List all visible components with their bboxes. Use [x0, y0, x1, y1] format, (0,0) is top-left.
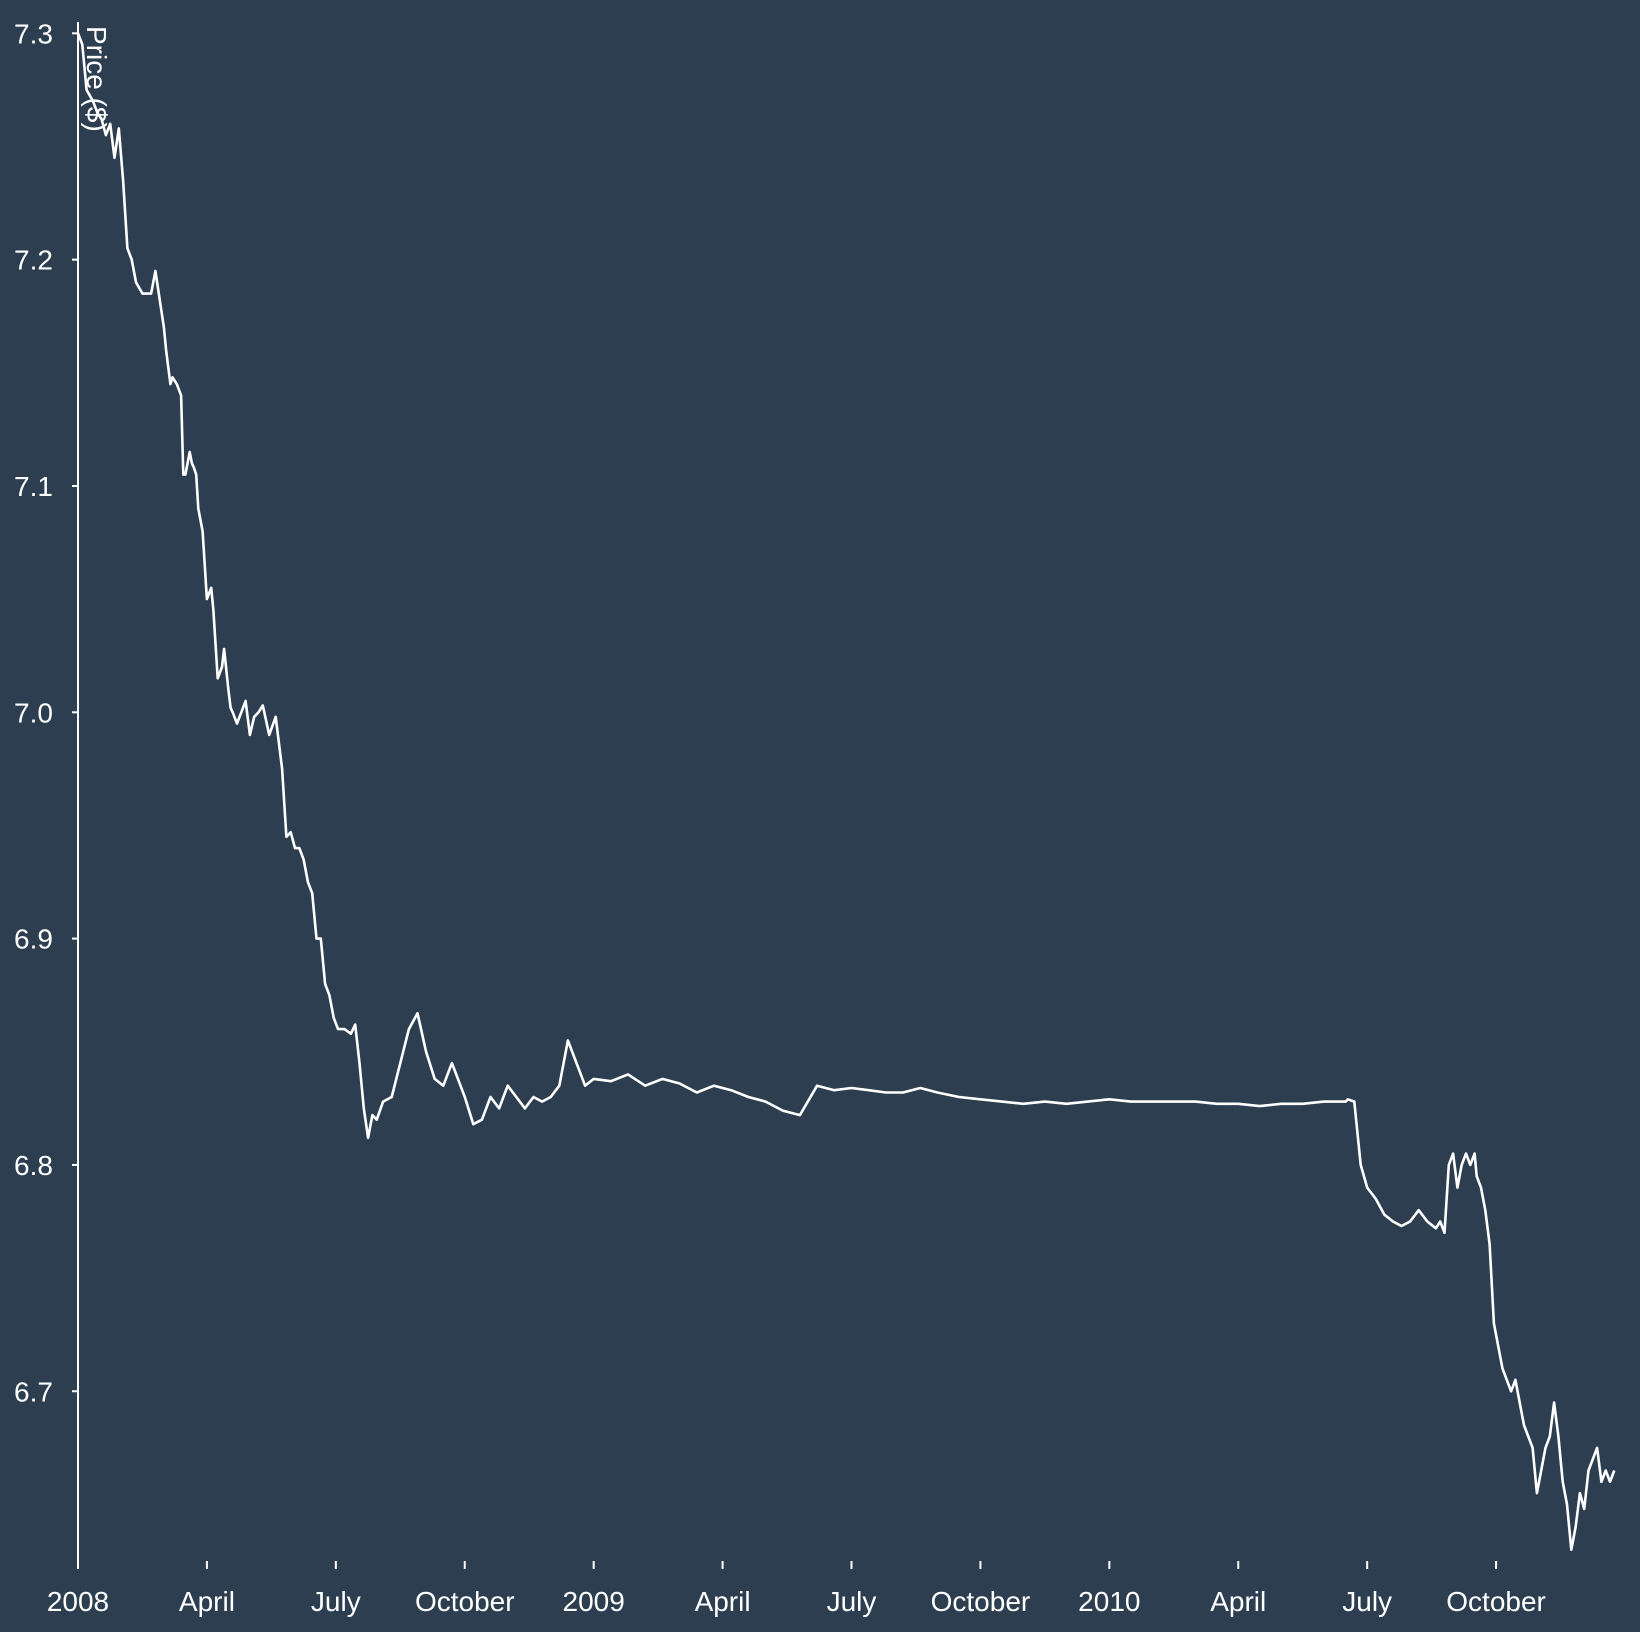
x-tick-label: 2010: [1078, 1586, 1140, 1617]
x-tick-label: October: [415, 1586, 515, 1617]
x-tick-label: July: [1342, 1586, 1392, 1617]
y-tick-label: 6.8: [14, 1150, 53, 1181]
y-axis-title: Price ($): [81, 26, 112, 132]
x-axis: 2008 April July October 2009 April July October…: [47, 1561, 1546, 1617]
y-axis: 7.3 7.2 7.1 7.0 6.9 6.8 6.7: [14, 18, 79, 1561]
x-tick-label: 2009: [563, 1586, 625, 1617]
y-tick-label: 6.9: [14, 924, 53, 955]
y-tick-label: 7.3: [14, 18, 53, 49]
y-tick-label: 6.7: [14, 1376, 53, 1407]
x-tick-label: July: [827, 1586, 877, 1617]
series-layer: [76, 32, 1616, 1551]
x-tick-label: July: [311, 1586, 361, 1617]
x-tick-label: April: [179, 1586, 235, 1617]
x-tick-label: April: [695, 1586, 751, 1617]
y-tick-label: 7.1: [14, 471, 53, 502]
y-tick-label: 7.2: [14, 245, 53, 276]
y-tick-label: 7.0: [14, 697, 53, 728]
x-tick-label: April: [1210, 1586, 1266, 1617]
x-tick-label: 2008: [47, 1586, 109, 1617]
x-tick-label: October: [931, 1586, 1031, 1617]
price-series-line: [76, 32, 1616, 1551]
x-tick-label: October: [1446, 1586, 1546, 1617]
